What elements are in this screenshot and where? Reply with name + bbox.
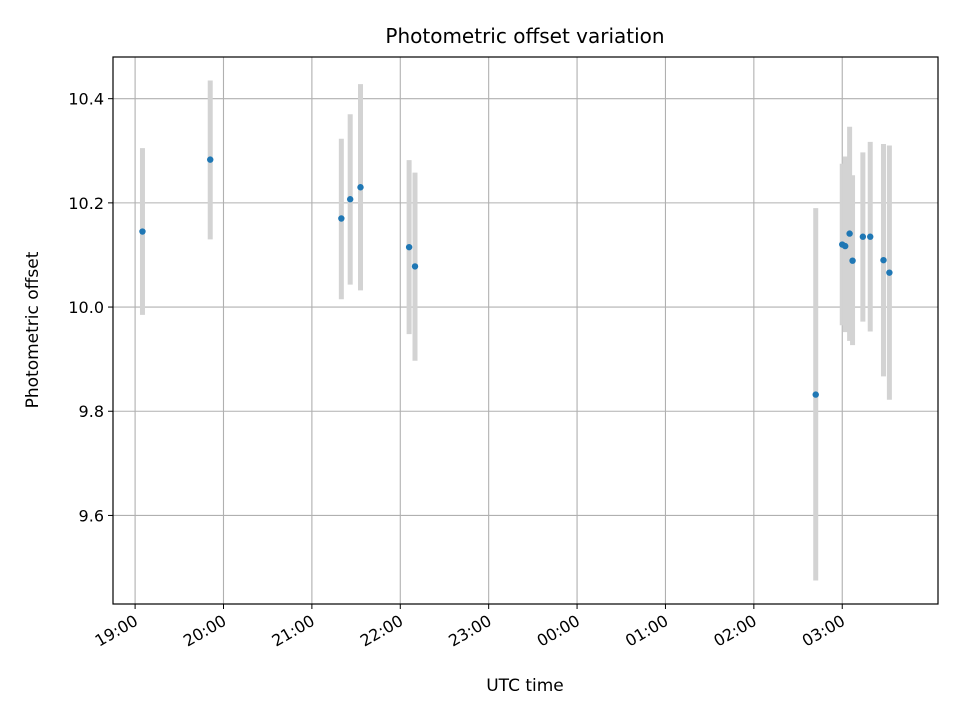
data-point <box>405 243 413 251</box>
data-points <box>139 156 893 398</box>
data-point <box>846 230 853 237</box>
data-point <box>867 233 874 240</box>
data-point <box>886 269 893 276</box>
y-tick-label: 10.2 <box>68 194 104 213</box>
data-point <box>841 242 849 250</box>
y-axis-ticks: 9.6 9.8 10.0 10.2 10.4 <box>68 90 113 525</box>
data-point <box>139 228 146 235</box>
data-point <box>207 156 214 163</box>
plot-frame <box>112 56 939 605</box>
data-point <box>812 391 819 398</box>
data-point <box>859 233 867 240</box>
data-point <box>338 215 345 222</box>
y-axis-label: Photometric offset <box>23 251 43 408</box>
data-point <box>411 263 419 270</box>
grid <box>113 57 938 604</box>
y-tick-label: 9.6 <box>79 506 104 525</box>
y-tick-label: 9.8 <box>79 402 104 421</box>
y-tick-label: 10.0 <box>68 298 104 317</box>
y-tick-label: 10.4 <box>68 90 104 109</box>
data-point <box>346 196 354 203</box>
data-point <box>357 184 364 191</box>
data-point <box>880 256 887 264</box>
x-axis-label: UTC time <box>486 676 564 696</box>
chart-title: Photometric offset variation <box>385 24 664 48</box>
data-point <box>849 257 856 264</box>
